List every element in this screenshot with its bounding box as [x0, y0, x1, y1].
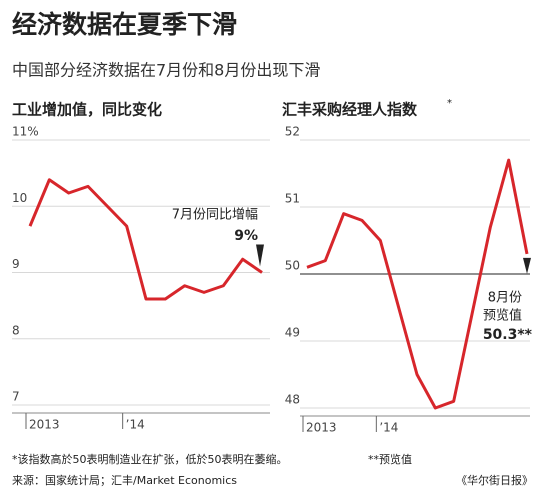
annotation: 50.3** — [483, 327, 533, 343]
x-tick-label: 2013 — [306, 421, 337, 435]
y-tick-label: 48 — [285, 393, 300, 407]
y-tick-label: 9 — [12, 257, 20, 271]
y-tick-label: 8 — [12, 323, 20, 337]
title-mark: * — [447, 98, 452, 109]
panel-title: 工业增加值，同比变化 — [12, 101, 162, 119]
page-title: 经济数据在夏季下滑 — [12, 10, 237, 39]
annotation: 预览值 — [483, 308, 522, 324]
pointer — [256, 244, 264, 267]
annotation: 9% — [234, 228, 258, 244]
y-tick-label: 10 — [12, 191, 27, 205]
credit: 《华尔街日报》 — [456, 473, 533, 487]
footnote: *该指数高於50表明制造业在扩张，低於50表明在萎缩。 — [12, 452, 288, 466]
line — [306, 158, 529, 410]
x-tick-label: ’14 — [126, 418, 145, 432]
x-tick-label: ’14 — [379, 421, 398, 435]
y-tick-label: 52 — [285, 125, 300, 139]
y-tick-label: 7 — [12, 390, 20, 404]
pointer — [523, 257, 531, 274]
y-tick-label: 50 — [285, 259, 300, 273]
source: 来源：国家统计局；汇丰/Market Economics — [12, 473, 237, 487]
y-tick-label: 49 — [285, 326, 300, 340]
y-tick-label: 51 — [285, 192, 300, 206]
annotation: 7月份同比增幅 — [172, 208, 258, 223]
line — [28, 178, 263, 301]
y-tick-label: 11% — [12, 125, 39, 139]
subtitle: 中国部分经济数据在7月份和8月份出现下滑 — [12, 61, 320, 80]
panel-title: 汇丰采购经理人指数 — [282, 101, 418, 119]
footnote: **预览值 — [368, 452, 412, 466]
annotation: 8月份 — [488, 291, 522, 306]
x-tick-label: 2013 — [29, 418, 60, 432]
